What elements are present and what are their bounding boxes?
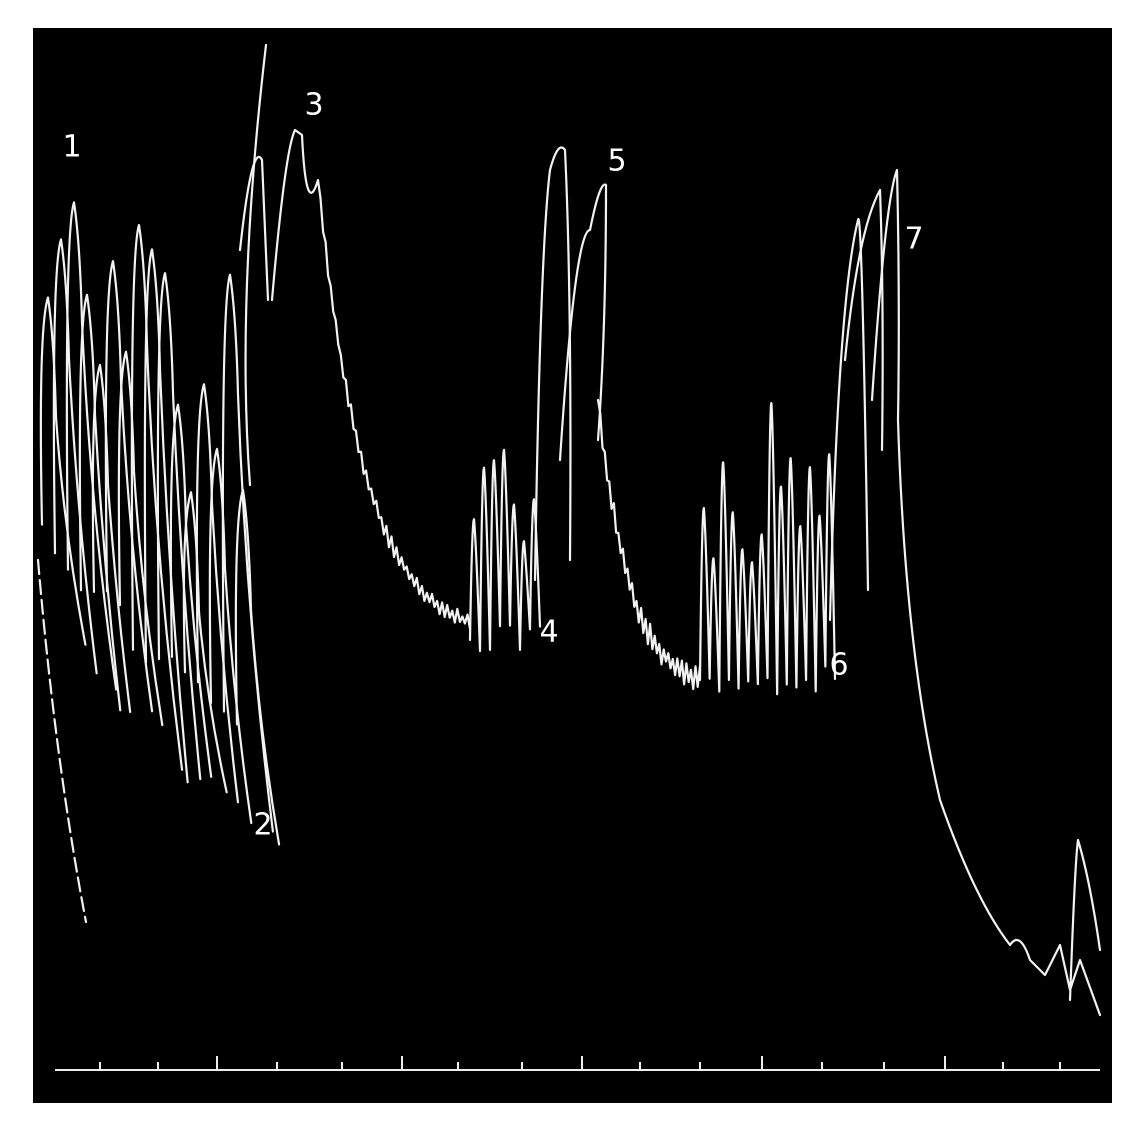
trace (468, 448, 542, 653)
label: 3 (304, 88, 323, 123)
trace (104, 260, 154, 713)
trace (156, 272, 202, 781)
label: 5 (607, 144, 626, 179)
trace (143, 248, 189, 784)
label: 1 (62, 130, 81, 165)
trace (533, 146, 572, 582)
trace (596, 398, 702, 691)
trace (698, 402, 837, 696)
trace (130, 223, 184, 771)
trace (65, 201, 118, 691)
trace (558, 183, 608, 462)
trace (870, 168, 1102, 1017)
trace (843, 188, 884, 452)
label: 4 (539, 615, 558, 650)
trace (270, 128, 472, 630)
trace (238, 155, 270, 302)
label: 2 (253, 808, 272, 843)
label: 7 (904, 222, 923, 257)
trace (244, 43, 268, 487)
traces (36, 43, 1102, 1017)
label: 6 (829, 648, 848, 683)
trace (36, 558, 88, 924)
trace (828, 217, 870, 622)
trace (39, 296, 87, 646)
trace (234, 488, 281, 846)
trace (1068, 838, 1102, 1002)
trace (52, 238, 98, 675)
time-ticks (99, 1056, 1061, 1070)
recording-background (33, 28, 1112, 1103)
